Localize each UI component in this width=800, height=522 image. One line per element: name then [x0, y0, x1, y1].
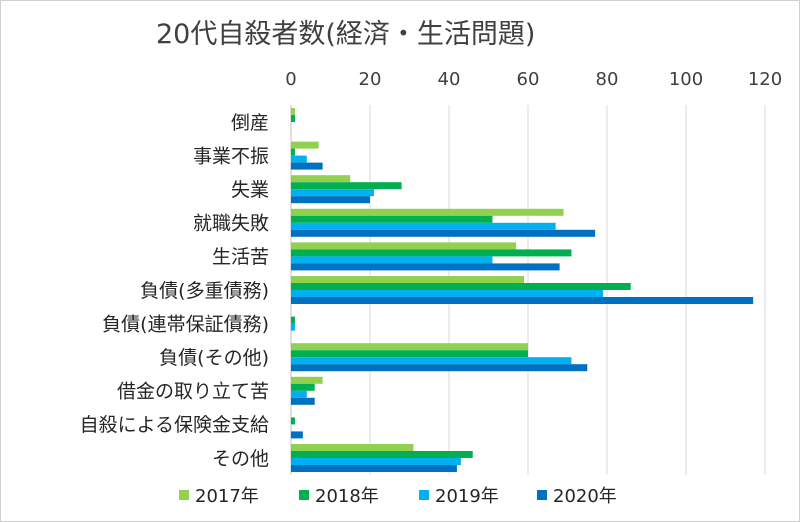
- bar: [291, 323, 295, 331]
- bar: [291, 350, 528, 358]
- bar: [291, 316, 295, 324]
- bar: [291, 465, 457, 472]
- x-tick-label: 120: [748, 69, 782, 90]
- legend-swatch: [299, 490, 309, 500]
- category-label: 借金の取り立て苦: [117, 381, 269, 403]
- bar: [291, 263, 560, 271]
- legend-swatch: [419, 490, 429, 500]
- legend-label: 2017年: [195, 486, 259, 507]
- bar: [291, 148, 295, 156]
- x-axis-ticks: 0 20 40 60 80 100 120: [285, 69, 782, 90]
- category-label: 事業不振: [193, 145, 269, 167]
- bar: [291, 451, 473, 458]
- legend-swatch: [537, 490, 547, 500]
- bar: [291, 297, 754, 304]
- bar: [291, 283, 631, 290]
- legend-label: 2018年: [315, 486, 379, 507]
- bar: [291, 182, 402, 190]
- x-tick-label: 0: [285, 69, 296, 90]
- bar: [291, 290, 604, 297]
- category-label: 負債(その他): [159, 347, 269, 369]
- x-tick-label: 60: [517, 69, 540, 90]
- legend-label: 2020年: [553, 486, 617, 507]
- bar: [291, 196, 370, 204]
- category-label: 生活苦: [212, 246, 269, 268]
- bar: [291, 276, 525, 283]
- bar: [291, 141, 319, 149]
- chart-title: 20代自殺者数(経済・生活問題): [156, 19, 535, 50]
- bar: [291, 249, 572, 257]
- bar: [291, 383, 315, 391]
- category-label: 倒産: [231, 112, 269, 134]
- bar: [291, 175, 351, 183]
- bars: [291, 108, 754, 472]
- bar: [291, 390, 307, 398]
- bar: [291, 417, 295, 425]
- bar: [291, 343, 528, 351]
- bar: [291, 108, 295, 115]
- x-tick-label: 100: [669, 69, 703, 90]
- category-label: その他: [212, 448, 269, 470]
- category-label: 就職失敗: [193, 213, 269, 235]
- bar: [291, 242, 517, 250]
- bar: [291, 189, 374, 197]
- bar: [291, 162, 323, 170]
- bar: [291, 222, 556, 230]
- bar: [291, 444, 414, 451]
- bar: [291, 155, 307, 163]
- category-label: 失業: [231, 179, 269, 201]
- bar: [291, 431, 303, 439]
- category-label: 負債(多重債務): [140, 280, 269, 302]
- bar: [291, 256, 493, 264]
- bar: [291, 397, 315, 405]
- x-tick-label: 80: [596, 69, 619, 90]
- legend-swatch: [179, 490, 189, 500]
- bar: [291, 357, 572, 365]
- bar: [291, 208, 564, 216]
- bar: [291, 115, 295, 122]
- bar: [291, 376, 323, 384]
- x-tick-label: 40: [438, 69, 461, 90]
- bar: [291, 215, 493, 223]
- legend-label: 2019年: [435, 486, 499, 507]
- legend: 2017年 2018年 2019年 2020年: [179, 486, 617, 507]
- category-label: 自殺による保険金支給: [80, 414, 269, 436]
- category-label: 負債(連帯保証債務): [102, 313, 269, 335]
- bar: [291, 364, 588, 372]
- bar: [291, 229, 596, 237]
- x-tick-label: 20: [359, 69, 382, 90]
- bar: [291, 458, 461, 465]
